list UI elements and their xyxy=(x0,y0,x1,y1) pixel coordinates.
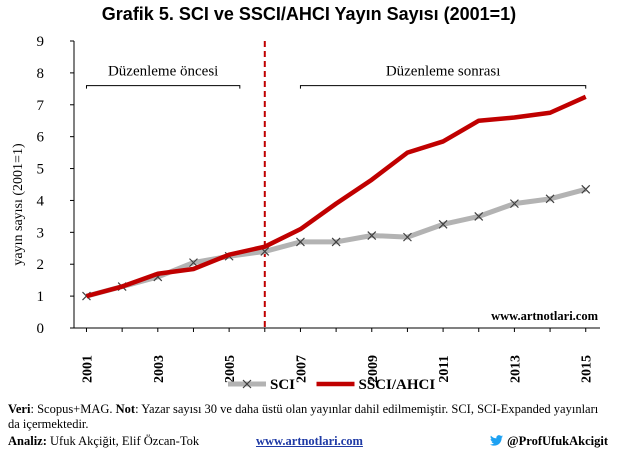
analysis-credit: Analiz: Ufuk Akçiğit, Elif Özcan-Tok xyxy=(8,434,199,449)
y-tick-label: 2 xyxy=(37,257,45,273)
y-tick-label: 1 xyxy=(37,289,45,305)
y-tick-label: 4 xyxy=(37,193,45,209)
x-tick-label: 2003 xyxy=(152,355,167,383)
watermark: www.artnotlari.com xyxy=(491,309,599,323)
data-point xyxy=(189,258,198,268)
x-tick-label: 2001 xyxy=(80,355,95,383)
y-tick-label: 0 xyxy=(37,321,45,337)
x-tick-label: 2015 xyxy=(580,355,595,383)
annotation-label: Düzenleme sonrası xyxy=(386,64,501,80)
legend-label: SSCI/AHCI xyxy=(359,377,436,393)
annotation-label: Düzenleme öncesi xyxy=(108,64,218,80)
y-tick-label: 9 xyxy=(37,34,45,50)
source-text: Scopus+MAG. xyxy=(37,402,113,416)
data-point xyxy=(331,237,341,247)
y-tick-label: 8 xyxy=(37,66,45,82)
data-point xyxy=(581,184,591,194)
x-tick-label: 2007 xyxy=(294,355,309,383)
line-chart: 0 1 2 3 4 5 6 7 8 9 2001 2003 2005 2007 2009 2011 2013 20… xyxy=(11,34,600,393)
analysts-names: Ufuk Akçiğit, Elif Özcan-Tok xyxy=(50,434,200,448)
twitter-handle: @ProfUfukAkcigit xyxy=(507,434,608,448)
data-point xyxy=(438,219,448,229)
source-label: Veri xyxy=(8,402,31,416)
annotation-bracket xyxy=(85,85,241,89)
series-line-ssci-ahci xyxy=(85,94,587,299)
data-point xyxy=(403,232,412,242)
data-point xyxy=(509,199,519,209)
legend-label: SCI xyxy=(270,377,295,393)
data-point xyxy=(474,211,484,221)
data-point xyxy=(367,231,377,240)
analysis-label: Analiz: xyxy=(8,434,47,448)
y-axis-label: yayın sayısı (2001=1) xyxy=(11,143,26,266)
x-tick-label: 2013 xyxy=(508,355,523,383)
x-tick-label: 2009 xyxy=(366,355,381,383)
source-note: Veri: Scopus+MAG. Not: Yazar sayısı 30 v… xyxy=(8,402,599,431)
legend-marker xyxy=(242,379,252,389)
data-point xyxy=(545,194,555,204)
note-text: Yazar sayısı 30 ve daha üstü olan yayınl… xyxy=(8,402,599,431)
y-tick-label: 6 xyxy=(37,130,45,146)
y-tick-label: 3 xyxy=(37,225,45,241)
y-tick-label: 5 xyxy=(37,162,45,178)
website-link[interactable]: www.artnotlari.com xyxy=(256,434,363,448)
chart-title: Grafik 5. SCI ve SSCI/AHCI Yayın Sayısı … xyxy=(101,4,517,24)
twitter-handle-link[interactable]: @ProfUfukAkcigit xyxy=(490,434,608,449)
x-tick-label: 2005 xyxy=(223,355,238,383)
credits-row: Analiz: Ufuk Akçiğit, Elif Özcan-Tok www… xyxy=(8,434,612,450)
data-point xyxy=(296,237,305,247)
y-tick-label: 7 xyxy=(37,98,45,114)
x-tick-label: 2011 xyxy=(437,355,452,382)
twitter-icon xyxy=(490,435,504,446)
annotation-bracket xyxy=(299,85,587,89)
note-label: Not xyxy=(115,402,136,416)
